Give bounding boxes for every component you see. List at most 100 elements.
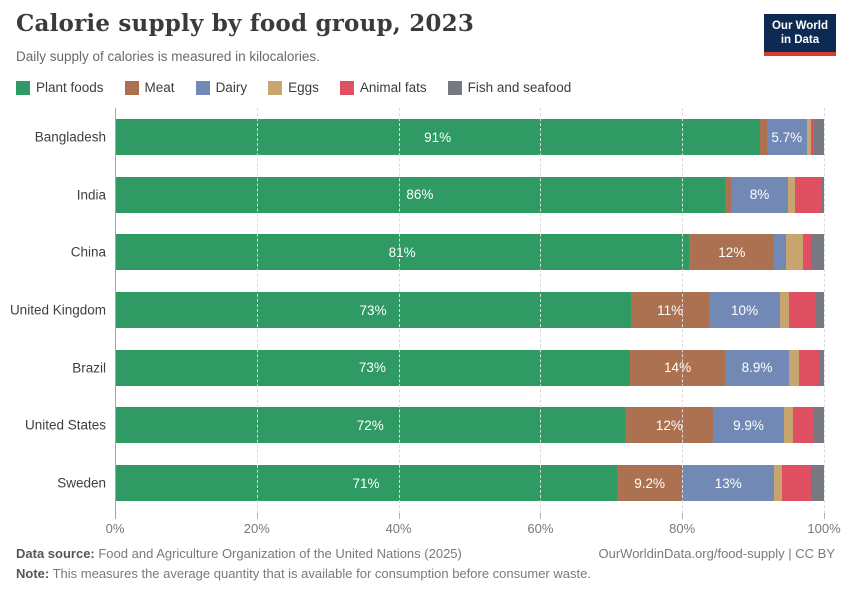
legend-item-eggs[interactable]: Eggs [268, 80, 319, 95]
country-label-china[interactable]: China [70, 244, 106, 260]
segment-fish-and-seafood[interactable] [811, 465, 824, 502]
segment-value-label: 9.2% [634, 475, 665, 491]
segment-meat[interactable]: 11% [631, 292, 710, 329]
segment-dairy[interactable]: 8% [731, 176, 788, 213]
stacked-bar-india: 86% 8% [115, 176, 824, 213]
legend-item-animal-fats[interactable]: Animal fats [339, 80, 427, 95]
segment-eggs[interactable] [774, 465, 783, 502]
segment-eggs[interactable] [787, 176, 795, 213]
segment-eggs[interactable] [806, 119, 811, 155]
segment-fish-and-seafood[interactable] [814, 119, 824, 155]
stacked-bar-united-states: 72% 12% 9.9% [115, 407, 824, 444]
legend-item-meat[interactable]: Meat [124, 80, 175, 95]
gridline-60% [540, 108, 542, 513]
segment-value-label: 9.9% [733, 417, 764, 433]
axis-tick-40% [398, 513, 400, 519]
segment-animal-fats[interactable] [803, 234, 811, 271]
segment-meat[interactable] [760, 119, 767, 155]
legend-item-fish-and-seafood[interactable]: Fish and seafood [447, 80, 572, 95]
axis-label-40%: 40% [385, 521, 412, 536]
segment-plant-foods[interactable]: 72% [115, 407, 626, 444]
note-label: Note: [16, 566, 50, 581]
gridline-20% [256, 108, 258, 513]
chart-row-sweden: Sweden 71% 9.2% 13% [57, 465, 824, 502]
segment-meat[interactable] [724, 176, 732, 213]
segment-value-label: 12% [655, 417, 683, 433]
axis-line [115, 108, 116, 519]
segment-meat[interactable]: 12% [689, 234, 775, 271]
segment-fish-and-seafood[interactable] [820, 349, 824, 386]
segment-meat[interactable]: 12% [625, 407, 714, 444]
country-label-sweden[interactable]: Sweden [57, 475, 106, 491]
note-line: Note: This measures the average quantity… [16, 566, 835, 581]
legend-label: Meat [144, 80, 175, 95]
axis-label-80%: 80% [669, 521, 696, 536]
legend-item-dairy[interactable]: Dairy [195, 80, 248, 95]
segment-dairy[interactable]: 8.9% [725, 349, 789, 386]
chart-row-united-kingdom: United Kingdom 73% 11% 10% [10, 292, 824, 329]
footer-link[interactable]: OurWorldinData.org/food-supply | CC BY [598, 546, 835, 561]
chart-row-bangladesh: Bangladesh 91% 5.7% [35, 119, 824, 155]
stacked-bar-china: 81% 12% [115, 234, 824, 271]
segment-value-label: 71% [352, 475, 380, 491]
country-label-india[interactable]: India [76, 187, 106, 203]
segment-value-label: 14% [664, 360, 692, 376]
segment-eggs[interactable] [785, 234, 804, 271]
chart-row-india: India 86% 8% [77, 176, 824, 213]
chart-subtitle: Daily supply of calories is measured in … [16, 49, 320, 64]
segment-fish-and-seafood[interactable] [821, 176, 824, 213]
segment-eggs[interactable] [783, 407, 793, 444]
country-label-brazil[interactable]: Brazil [72, 360, 106, 376]
legend-swatch-fish-and-seafood [447, 80, 462, 95]
data-source-label: Data source: [16, 546, 95, 561]
segment-meat[interactable]: 9.2% [616, 465, 683, 502]
legend-label: Fish and seafood [467, 80, 572, 95]
segment-animal-fats[interactable] [810, 119, 815, 155]
owid-logo[interactable]: Our World in Data [763, 14, 836, 56]
owid-logo-line1: Our World [771, 20, 828, 32]
segment-plant-foods[interactable]: 81% [115, 234, 690, 271]
segment-plant-foods[interactable]: 73% [115, 349, 630, 386]
segment-animal-fats[interactable] [789, 292, 817, 329]
segment-value-label: 10% [731, 302, 759, 318]
segment-plant-foods[interactable]: 86% [115, 176, 725, 213]
chart-rows: Bangladesh 91% 5.7% India 86% 8% China 81% 12% Un… [10, 119, 824, 502]
segment-animal-fats[interactable] [792, 407, 815, 444]
legend-swatch-animal-fats [339, 80, 354, 95]
segment-dairy[interactable]: 5.7% [766, 119, 807, 155]
note-text: This measures the average quantity that … [49, 566, 591, 581]
page-title: Calorie supply by food group, 2023 [16, 10, 475, 37]
chart-row-united-states: United States 72% 12% 9.9% [25, 407, 824, 444]
owid-logo-line2: in Data [780, 34, 820, 47]
segment-animal-fats[interactable] [794, 176, 822, 213]
axis-tick-20% [256, 513, 258, 519]
segment-animal-fats[interactable] [799, 349, 821, 386]
segment-plant-foods[interactable]: 91% [115, 119, 761, 155]
segment-dairy[interactable]: 10% [709, 292, 781, 329]
segment-dairy[interactable] [774, 234, 786, 271]
legend-item-plant-foods[interactable]: Plant foods [16, 80, 104, 95]
segment-eggs[interactable] [788, 349, 800, 386]
segment-value-label: 86% [406, 187, 434, 203]
chart-area: Bangladesh 91% 5.7% India 86% 8% China 81% 12% Un… [0, 108, 850, 536]
country-label-united-states[interactable]: United States [24, 417, 106, 433]
segment-plant-foods[interactable]: 73% [115, 292, 632, 329]
segment-value-label: 5.7% [771, 129, 803, 145]
country-label-united-kingdom[interactable]: United Kingdom [9, 302, 106, 318]
chart-footer: Data source: Food and Agriculture Organi… [16, 546, 835, 581]
legend: Plant foods Meat Dairy Eggs Animal fats Fish … [16, 80, 571, 95]
country-label-bangladesh[interactable]: Bangladesh [34, 129, 106, 145]
legend-label: Animal fats [359, 80, 427, 95]
segment-dairy[interactable]: 9.9% [713, 407, 784, 444]
segment-animal-fats[interactable] [782, 465, 812, 502]
legend-label: Plant foods [36, 80, 104, 95]
legend-label: Dairy [215, 80, 248, 95]
segment-fish-and-seafood[interactable] [814, 407, 824, 444]
segment-eggs[interactable] [780, 292, 790, 329]
segment-fish-and-seafood[interactable] [810, 234, 824, 271]
segment-meat[interactable]: 14% [629, 349, 726, 386]
segment-plant-foods[interactable]: 71% [115, 465, 617, 502]
axis-tick-100% [824, 513, 825, 519]
segment-dairy[interactable]: 13% [682, 465, 775, 502]
segment-fish-and-seafood[interactable] [816, 292, 824, 329]
